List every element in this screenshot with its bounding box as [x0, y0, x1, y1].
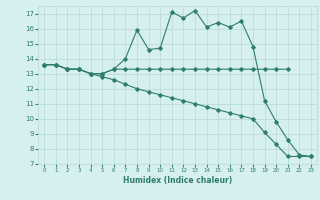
X-axis label: Humidex (Indice chaleur): Humidex (Indice chaleur): [123, 176, 232, 185]
